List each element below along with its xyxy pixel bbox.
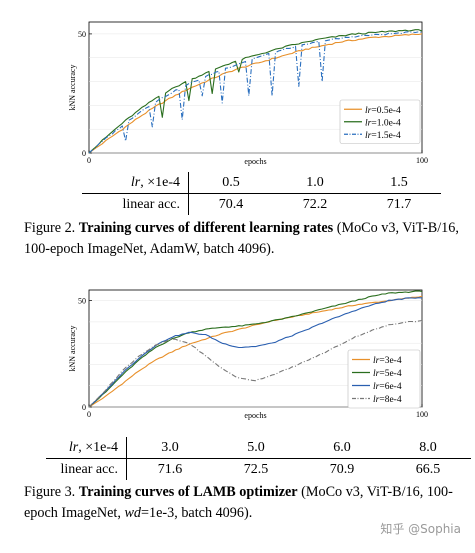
- series-line-3: [88, 297, 423, 408]
- caption-prefix: Figure 2.: [24, 220, 76, 236]
- legend-label: lr=6e-4: [373, 382, 402, 392]
- legend-box: [347, 349, 421, 409]
- caption-prefix: Figure 3.: [24, 484, 76, 500]
- x-axis-label: epochs: [244, 157, 266, 166]
- table-header-acc: linear acc.: [82, 193, 189, 215]
- table-cell: 8.0: [385, 437, 471, 459]
- series-line-4: [88, 319, 423, 408]
- table-cell: 71.7: [386, 196, 412, 212]
- figure-2-caption: Figure 2. Training curves of different l…: [24, 218, 469, 260]
- x-tick-label: 0: [87, 410, 91, 419]
- caption-rest: (MoCo v3, ViT-B/16, 100-epoch ImageNet,: [24, 484, 453, 521]
- figure-3-chart: 0 50 0 100 epochs kNN accuracy lr=3e-4 lr=5e-4…: [68, 289, 428, 420]
- caption-rest: =1e-3, batch 4096).: [141, 505, 253, 521]
- table-cell: 5.0: [213, 437, 299, 459]
- caption-italic: wd: [124, 505, 142, 521]
- table-cell: 70.9: [329, 461, 355, 477]
- legend-label: lr=0.5e-4: [365, 106, 401, 116]
- series-line-2: [88, 29, 423, 154]
- caption-rest: (MoCo v3, ViT-B/16, 100-epoch ImageNet, …: [24, 220, 459, 257]
- legend-label: lr=8e-4: [373, 395, 402, 405]
- figure-3-table: lr, ×1e-4 3.0 5.0 6.0 8.0 linear acc. 71…: [46, 437, 471, 480]
- table-cell: 72.5: [243, 461, 269, 477]
- table-header-acc: linear acc.: [46, 458, 127, 480]
- table-cell: 66.5: [415, 461, 441, 477]
- legend-box: [339, 99, 421, 144]
- legend-label: lr=5e-4: [373, 369, 402, 379]
- y-tick-label: 0: [82, 149, 86, 158]
- caption-bold: Training curves of different learning ra…: [78, 220, 334, 236]
- figure-2-table: lr, ×1e-4 0.5 1.0 1.5 linear acc. 70.4 7…: [82, 172, 441, 215]
- table-cell: 3.0: [126, 437, 213, 459]
- series-line-3: [88, 31, 423, 154]
- figure-2-chart: 0 50 0 100 epochs kNN accuracy lr=0.5e-4 lr=1.…: [68, 21, 428, 166]
- table-cell: 0.5: [188, 172, 273, 194]
- table-cell: 6.0: [299, 437, 385, 459]
- watermark: 知乎 @Sophia: [380, 522, 461, 536]
- y-tick-label: 0: [82, 403, 86, 412]
- x-axis-label: epochs: [244, 411, 266, 420]
- y-axis-label: kNN accuracy: [68, 65, 77, 111]
- table-cell: 1.5: [357, 172, 441, 194]
- table-cell: 1.0: [273, 172, 357, 194]
- y-axis-label: kNN accuracy: [68, 326, 77, 372]
- legend-label: lr=1.0e-4: [365, 118, 401, 128]
- series-line-2: [88, 290, 423, 408]
- x-tick-label: 100: [416, 410, 428, 419]
- y-tick-label: 50: [78, 30, 86, 39]
- table-header-lr: lr, ×1e-4: [82, 172, 189, 194]
- series-line-1: [88, 33, 423, 154]
- table-cell: 72.2: [302, 196, 328, 212]
- legend-label: lr=3e-4: [373, 356, 402, 366]
- x-tick-label: 100: [416, 156, 428, 165]
- table-cell: 70.4: [218, 196, 244, 212]
- y-tick-label: 50: [78, 297, 86, 306]
- legend-label: lr=1.5e-4: [365, 131, 401, 141]
- x-tick-label: 0: [87, 156, 91, 165]
- table-header-lr: lr, ×1e-4: [46, 437, 127, 459]
- series-line-1: [88, 295, 423, 408]
- table-cell: 71.6: [157, 461, 183, 477]
- caption-bold: Training curves of LAMB optimizer: [78, 484, 298, 500]
- figure-3-caption: Figure 3. Training curves of LAMB optimi…: [24, 482, 469, 524]
